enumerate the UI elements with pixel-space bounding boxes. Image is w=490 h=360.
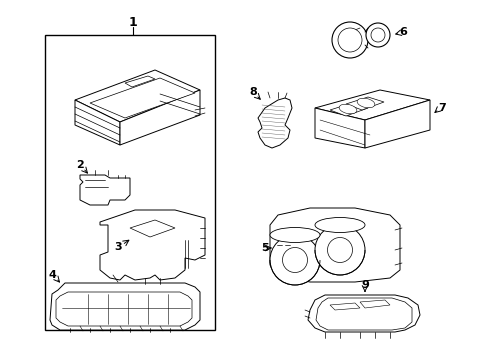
Polygon shape <box>315 90 430 120</box>
Polygon shape <box>330 303 360 310</box>
Text: 6: 6 <box>399 27 407 37</box>
Ellipse shape <box>270 228 320 243</box>
Ellipse shape <box>339 104 357 114</box>
Text: 7: 7 <box>438 103 446 113</box>
Polygon shape <box>316 298 412 330</box>
Polygon shape <box>50 283 200 330</box>
Circle shape <box>332 22 368 58</box>
Polygon shape <box>45 35 215 330</box>
Text: 4: 4 <box>48 270 56 280</box>
Circle shape <box>283 248 308 273</box>
Circle shape <box>315 225 365 275</box>
Text: 2: 2 <box>76 160 84 170</box>
Text: 9: 9 <box>361 280 369 290</box>
Polygon shape <box>346 97 384 110</box>
Ellipse shape <box>357 98 375 108</box>
Polygon shape <box>365 100 430 148</box>
Circle shape <box>338 28 362 52</box>
Circle shape <box>327 238 352 262</box>
Circle shape <box>366 23 390 47</box>
Polygon shape <box>75 70 200 122</box>
Polygon shape <box>125 76 155 87</box>
Ellipse shape <box>315 217 365 233</box>
Circle shape <box>371 28 385 42</box>
Polygon shape <box>56 292 192 326</box>
Text: 1: 1 <box>129 15 137 28</box>
Polygon shape <box>330 103 368 116</box>
Polygon shape <box>270 208 400 282</box>
Text: 3: 3 <box>114 242 122 252</box>
Polygon shape <box>120 90 200 145</box>
Polygon shape <box>360 300 390 308</box>
Polygon shape <box>80 175 130 205</box>
Polygon shape <box>258 98 292 148</box>
Polygon shape <box>90 78 195 118</box>
Polygon shape <box>130 220 175 237</box>
Polygon shape <box>75 100 120 145</box>
Text: 8: 8 <box>249 87 257 97</box>
Circle shape <box>270 235 320 285</box>
Polygon shape <box>308 295 420 332</box>
Polygon shape <box>100 210 205 280</box>
Text: 5: 5 <box>261 243 269 253</box>
Polygon shape <box>315 108 365 148</box>
